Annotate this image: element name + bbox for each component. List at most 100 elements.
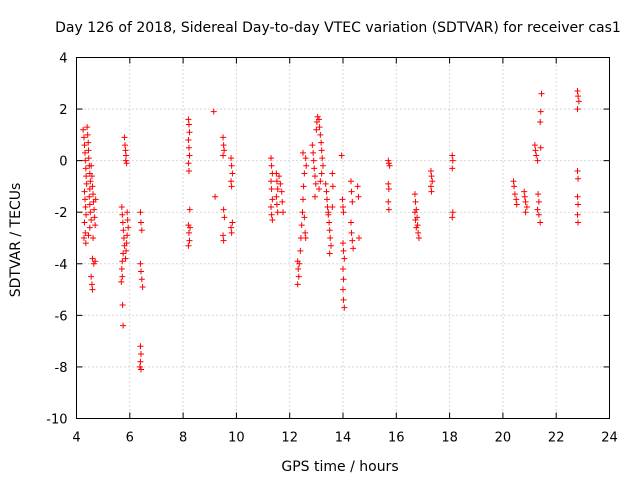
data-point <box>340 265 346 272</box>
data-point <box>137 268 144 275</box>
data-point <box>137 351 144 358</box>
data-point <box>575 93 582 100</box>
data-point <box>340 276 347 283</box>
data-point <box>87 209 94 216</box>
data-point <box>124 209 131 216</box>
data-point <box>228 183 235 190</box>
data-point <box>535 191 542 198</box>
data-point <box>186 206 193 213</box>
data-point <box>82 204 89 211</box>
data-point <box>91 214 98 221</box>
data-point <box>82 229 89 236</box>
data-point <box>327 235 334 241</box>
data-point <box>137 209 144 216</box>
data-point <box>210 108 217 115</box>
data-point <box>118 204 125 211</box>
data-point <box>268 204 275 211</box>
data-point <box>574 167 581 174</box>
data-point <box>303 162 310 169</box>
data-point <box>85 139 92 146</box>
data-point <box>89 255 96 262</box>
data-point <box>537 144 544 151</box>
data-point <box>120 235 127 241</box>
data-point <box>326 219 333 226</box>
data-point <box>340 240 346 247</box>
data-point <box>280 209 287 216</box>
data-point <box>122 147 129 154</box>
data-point <box>510 178 517 185</box>
data-point <box>83 180 90 187</box>
data-point <box>185 242 192 249</box>
data-point <box>316 124 323 131</box>
data-point <box>137 343 144 350</box>
data-point <box>123 160 130 167</box>
data-point <box>89 286 96 293</box>
data-point <box>137 366 144 373</box>
data-point <box>412 198 419 205</box>
y-tick-label: 4 <box>59 52 67 67</box>
data-point <box>325 209 332 216</box>
data-point <box>277 180 284 187</box>
x-axis-label: GPS time / hours <box>281 459 398 475</box>
data-point <box>212 193 219 200</box>
data-point <box>185 229 192 236</box>
data-point <box>228 162 235 169</box>
data-point <box>220 134 227 141</box>
data-point <box>341 255 348 262</box>
data-point <box>120 227 127 234</box>
data-point <box>302 155 309 162</box>
data-point <box>316 116 323 123</box>
data-point <box>80 235 87 241</box>
data-point <box>414 222 421 229</box>
data-point <box>511 191 518 198</box>
data-point <box>82 157 89 164</box>
data-point <box>273 178 280 185</box>
data-point <box>386 162 393 169</box>
x-tick-label: 16 <box>388 431 405 446</box>
data-point <box>449 152 456 159</box>
data-point <box>83 173 90 180</box>
data-point <box>83 211 90 218</box>
data-point <box>124 216 131 223</box>
data-point <box>312 180 319 187</box>
data-point <box>82 196 89 203</box>
data-point <box>122 255 129 262</box>
data-point <box>81 188 88 195</box>
data-point <box>186 129 193 136</box>
data-point <box>323 188 330 195</box>
data-point <box>89 183 96 190</box>
data-point <box>538 90 545 97</box>
data-point <box>125 224 132 231</box>
x-tick-label: 8 <box>179 431 187 446</box>
data-point <box>186 237 193 244</box>
data-point <box>185 116 192 123</box>
data-point <box>118 265 125 272</box>
data-point <box>513 196 520 203</box>
data-point <box>449 214 456 221</box>
data-point <box>537 118 544 125</box>
data-point <box>574 106 581 113</box>
data-point <box>449 157 456 164</box>
ticks <box>76 57 610 419</box>
data-point <box>354 183 361 190</box>
data-point <box>385 157 392 164</box>
data-point <box>350 245 357 252</box>
data-point <box>119 273 126 280</box>
data-point <box>119 219 126 226</box>
data-point <box>229 170 236 177</box>
data-point <box>328 242 335 249</box>
data-point <box>298 222 305 229</box>
data-point <box>123 247 130 254</box>
data-point <box>90 191 97 198</box>
data-point <box>86 193 93 200</box>
data-point <box>411 209 418 216</box>
y-axis-label: SDTVAR / TECUs <box>8 183 24 298</box>
data-point <box>348 229 355 236</box>
data-point <box>87 178 94 185</box>
y-tick-label: -10 <box>46 413 67 428</box>
data-point <box>574 193 581 200</box>
data-point <box>340 204 346 211</box>
data-point <box>349 198 356 205</box>
data-point <box>273 170 280 177</box>
data-point <box>88 281 95 288</box>
